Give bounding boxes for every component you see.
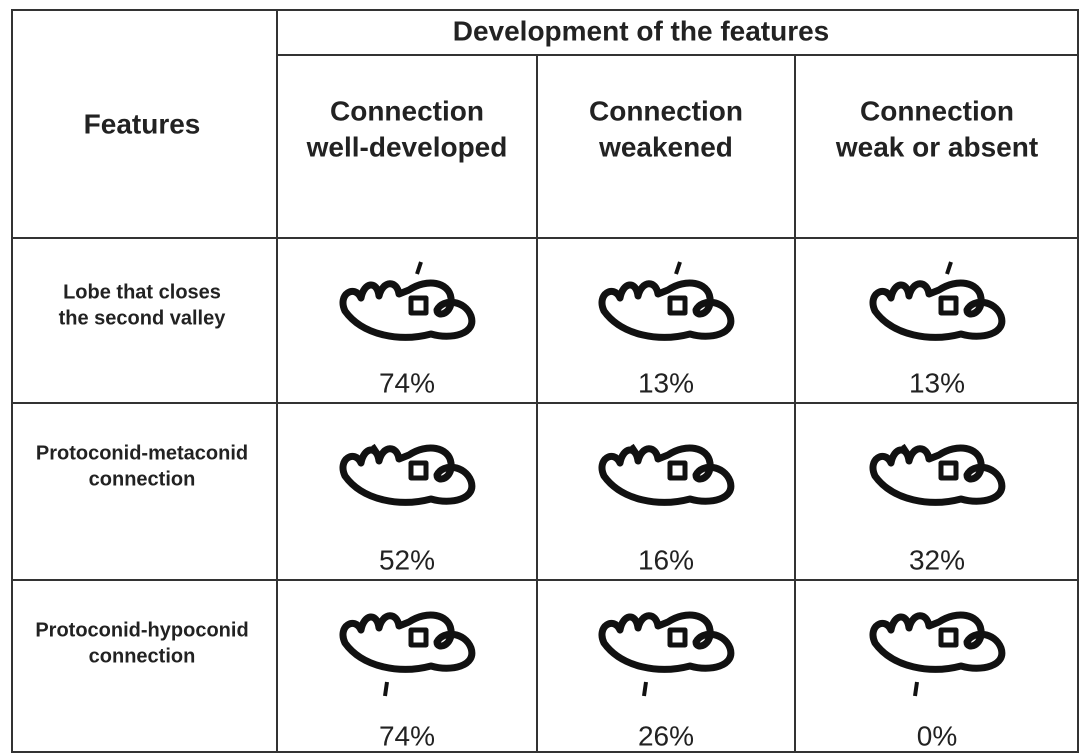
tooth-outline [873,283,1002,337]
tooth-outline [602,448,731,502]
percentage: 13% [638,367,694,398]
row-label: the second valley [59,307,227,329]
column-header: weak or absent [835,131,1038,162]
column-header: Connection [589,95,743,126]
column-header: weakened [598,131,733,162]
row-label: connection [89,645,196,667]
percentage: 32% [909,544,965,575]
column-header: Connection [330,95,484,126]
tooth-outline [602,283,731,337]
tooth-drawing [343,443,472,502]
tooth-drawing [602,615,731,697]
row-label: Protoconid-hypoconid [35,619,248,641]
tooth-drawing [602,443,731,502]
tooth-outline [343,615,472,669]
tooth-outline [873,448,1002,502]
tooth-outline [873,615,1002,669]
tooth-drawing [602,261,731,337]
row-label: Lobe that closes [63,281,221,303]
percentage: 74% [379,367,435,398]
arrow [901,443,913,459]
tooth-drawing [873,443,1002,502]
tooth-outline [343,448,472,502]
tooth-drawing [343,615,472,697]
percentage: 13% [909,367,965,398]
percentage: 74% [379,720,435,751]
features-header: Features [84,108,201,139]
tooth-outline [602,615,731,669]
percentage: 26% [638,720,694,751]
column-header: well-developed [306,131,508,162]
arrow [642,681,648,697]
tooth-outline [343,283,472,337]
row-label: Protoconid-metaconid [36,442,248,464]
percentage: 52% [379,544,435,575]
arrow [630,443,642,459]
row-label: connection [89,468,196,490]
percentage: 16% [638,544,694,575]
arrow [945,261,953,275]
arrow [913,681,919,697]
tooth-drawing [873,261,1002,337]
table-grid [11,9,1079,753]
arrow [371,443,383,459]
percentage: 0% [917,720,957,751]
column-header: Connection [860,95,1014,126]
arrow [383,681,389,697]
tooth-drawing [873,615,1002,697]
arrow [674,261,682,275]
tooth-drawing [343,261,472,337]
arrow [415,261,423,275]
group-header: Development of the features [453,15,830,46]
